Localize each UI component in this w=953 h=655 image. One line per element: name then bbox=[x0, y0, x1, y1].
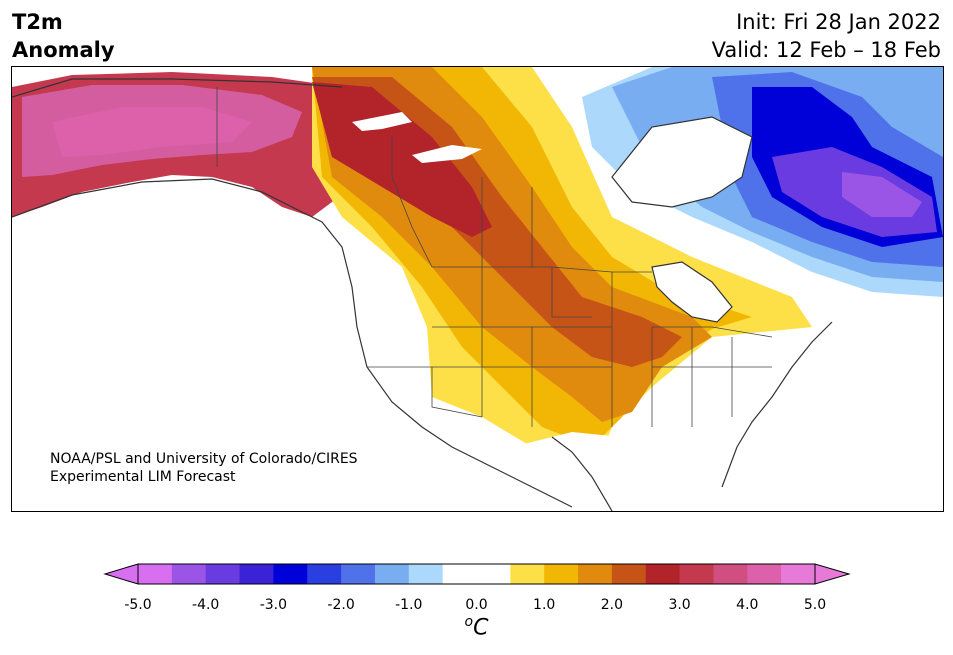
colorbar-cell bbox=[747, 564, 782, 584]
great-slave-lake bbox=[412, 145, 482, 163]
colorbar-cell bbox=[578, 564, 613, 584]
colorbar-tick-label: 5.0 bbox=[803, 597, 827, 613]
colorbar-cells bbox=[138, 564, 816, 584]
map-title: T2m Anomaly bbox=[12, 8, 115, 64]
colorbar-tick-label: 4.0 bbox=[736, 597, 759, 613]
great-lakes bbox=[652, 262, 732, 322]
colorbar-cell bbox=[476, 564, 511, 584]
colorbar-tick-label: 1.0 bbox=[533, 597, 556, 613]
colorbar-tick-label: -2.0 bbox=[327, 597, 355, 613]
colorbar-cell bbox=[544, 564, 579, 584]
colorbar-cell bbox=[408, 564, 444, 584]
colorbar-units: oC bbox=[0, 614, 953, 640]
anomaly-dark-red bbox=[312, 82, 492, 237]
colorbar-cell bbox=[307, 564, 342, 584]
colorbar bbox=[103, 563, 851, 585]
colorbar-tick-label: 2.0 bbox=[600, 597, 624, 613]
title-anomaly: Anomaly bbox=[12, 38, 115, 62]
political-borders bbox=[216, 87, 773, 427]
init-date: Init: Fri 28 Jan 2022 bbox=[736, 10, 941, 34]
land-west-us-mexico bbox=[12, 262, 612, 511]
colorbar-extend-low bbox=[103, 563, 139, 585]
colorbar-cell bbox=[341, 564, 376, 584]
great-bear-lake bbox=[352, 112, 412, 131]
colorbar-cell bbox=[679, 564, 714, 584]
colorbar-tick-label: -5.0 bbox=[124, 597, 152, 613]
credit-line2: Experimental LIM Forecast bbox=[50, 469, 236, 485]
map-svg bbox=[12, 67, 943, 511]
colorbar-cell bbox=[239, 564, 274, 584]
colorbar-extend-high bbox=[814, 563, 851, 585]
data-credit: NOAA/PSL and University of Colorado/CIRE… bbox=[50, 450, 358, 486]
title-variable: T2m bbox=[12, 10, 63, 34]
colorbar-cell bbox=[781, 564, 816, 584]
colorbar-cell bbox=[510, 564, 545, 584]
anomaly-alaska-core bbox=[52, 107, 252, 157]
valid-date: Valid: 12 Feb – 18 Feb bbox=[711, 38, 941, 62]
anomaly-cold-violet bbox=[842, 172, 922, 217]
forecast-dates: Init: Fri 28 Jan 2022 Valid: 12 Feb – 18… bbox=[712, 8, 941, 64]
credit-line1: NOAA/PSL and University of Colorado/CIRE… bbox=[50, 451, 358, 467]
colorbar-cell bbox=[374, 564, 410, 584]
gulf-of-mexico bbox=[512, 427, 732, 511]
hudson-bay bbox=[612, 117, 752, 207]
coastlines bbox=[12, 78, 833, 511]
colorbar-tick-label: 0.0 bbox=[465, 597, 488, 613]
units-degree: o bbox=[464, 614, 474, 630]
colorbar-cell bbox=[442, 564, 477, 584]
colorbar-tick-label: -3.0 bbox=[259, 597, 288, 613]
colorbar-cell bbox=[273, 564, 308, 584]
colorbar-tick-label: 3.0 bbox=[668, 597, 691, 613]
colorbar-cell bbox=[205, 564, 241, 584]
colorbar-tick-label: -1.0 bbox=[395, 597, 423, 613]
anomaly-map: NOAA/PSL and University of Colorado/CIRE… bbox=[11, 66, 944, 512]
colorbar-outline bbox=[137, 563, 816, 585]
units-letter: C bbox=[473, 615, 489, 641]
colorbar-cell bbox=[171, 564, 207, 584]
colorbar-cell bbox=[645, 564, 681, 584]
colorbar-tick-label: -4.0 bbox=[192, 597, 220, 613]
colorbar-cell bbox=[138, 564, 173, 584]
colorbar-cell bbox=[713, 564, 748, 584]
colorbar-cell bbox=[611, 564, 647, 584]
